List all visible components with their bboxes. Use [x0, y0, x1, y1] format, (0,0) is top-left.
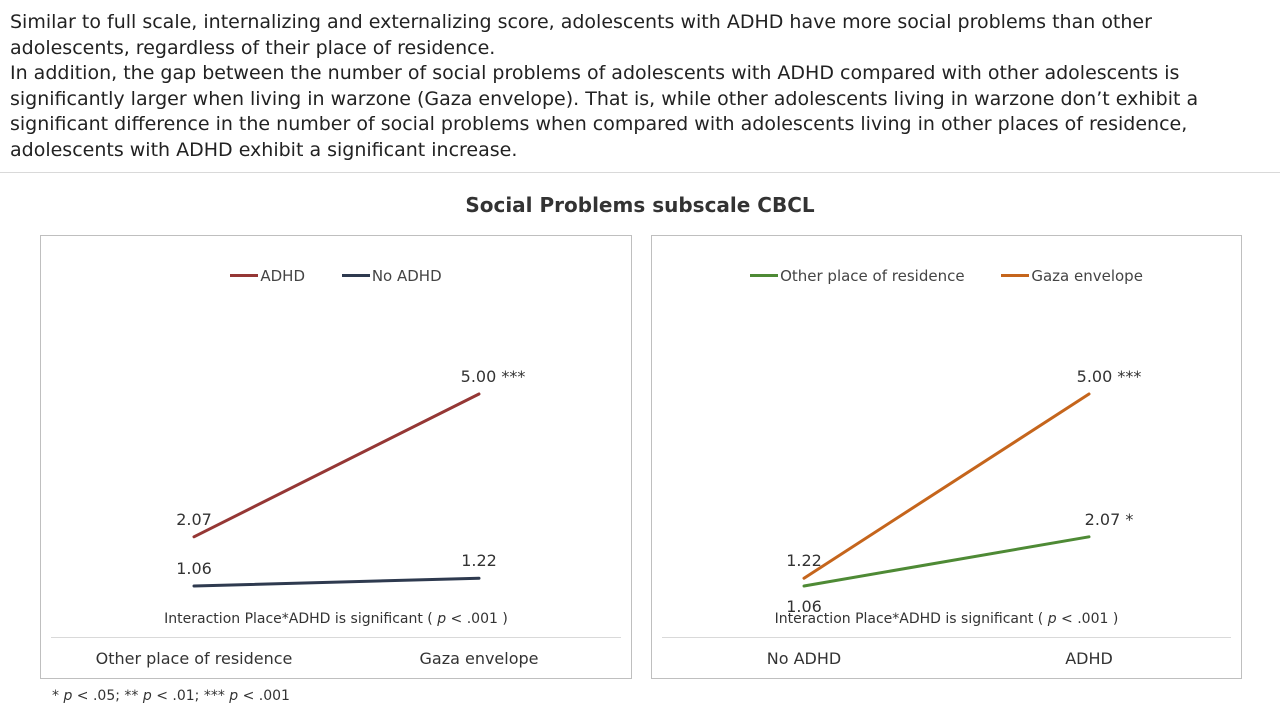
footnote-p2: p: [142, 688, 152, 704]
series-line-right-other-place-of-residence: [802, 535, 1091, 588]
legend-swatch-no-adhd: [341, 274, 370, 277]
chart-right-svg: 1.06 2.07 * 1.22 5.00 ***: [786, 367, 1142, 616]
legend-swatch-adhd: [230, 274, 259, 277]
interaction-note-right: Interaction Place*ADHD is significant ( …: [652, 611, 1241, 627]
series-line-left-adhd: [192, 392, 481, 539]
footnote-p1: p: [63, 688, 73, 704]
data-label-left-no-adhd-0: 1.06: [176, 559, 212, 578]
data-label-left-adhd-0: 2.07: [176, 510, 212, 529]
interaction-note-right-pre: Interaction Place*ADHD is significant (: [774, 611, 1048, 627]
footnote-s3: < .01; ***: [151, 688, 230, 704]
figure-title: Social Problems subscale CBCL: [465, 193, 815, 217]
interaction-note-right-p: p: [1047, 611, 1057, 627]
x-category-right-1: ADHD: [1065, 649, 1113, 668]
x-category-left-1: Gaza envelope: [419, 649, 539, 668]
data-label-right-other-place-of-residence-1: 2.07 *: [1085, 510, 1134, 529]
x-category-right-0: No ADHD: [766, 649, 842, 668]
data-label-right-other-place-of-residence-0: 1.06: [786, 597, 822, 616]
interaction-note-left-p: p: [437, 611, 447, 627]
legend-item-gaza: Gaza envelope: [1001, 267, 1143, 285]
legend-swatch-gaza: [1001, 274, 1030, 277]
significance-footnote: * p < .05; ** p < .01; *** p < .001: [52, 688, 290, 704]
interaction-note-left: Interaction Place*ADHD is significant ( …: [41, 611, 631, 627]
interaction-note-right-post: < .001 ): [1056, 611, 1119, 627]
legend-label-other-place: Other place of residence: [780, 266, 965, 285]
interaction-note-left-post: < .001 ): [446, 611, 508, 627]
legend-item-adhd: ADHD: [230, 267, 305, 285]
data-label-right-gaza-envelope-1: 5.00 ***: [1077, 367, 1142, 386]
intro-paragraph-2: In addition, the gap between the number …: [10, 62, 1199, 161]
series-line-left-no-adhd: [192, 576, 481, 588]
data-label-right-gaza-envelope-0: 1.22: [786, 551, 822, 570]
footnote-s1: *: [52, 688, 64, 704]
intro-text: Similar to full scale, internalizing and…: [10, 10, 1272, 163]
legend-item-other-place: Other place of residence: [750, 267, 965, 285]
legend-label-gaza: Gaza envelope: [1031, 266, 1143, 285]
chart-left-svg: 2.07 5.00 *** 1.06 1.22: [176, 367, 526, 588]
chart-panel-right: Other place of residence Gaza envelope 1…: [651, 235, 1242, 679]
x-axis-line-right: [662, 637, 1231, 638]
divider: [0, 172, 1280, 173]
x-category-left-0: Other place of residence: [95, 649, 293, 668]
legend-label-adhd: ADHD: [260, 266, 306, 285]
series-line-right-gaza-envelope: [802, 392, 1091, 580]
chart-panel-left: ADHD No ADHD 2.07 5.00 *** 1.06 1.22 Intera…: [40, 235, 632, 679]
x-axis-line-left: [51, 637, 621, 638]
footnote-p3: p: [229, 688, 239, 704]
legend-label-no-adhd: No ADHD: [371, 266, 442, 285]
legend-right: Other place of residence Gaza envelope: [652, 263, 1241, 285]
legend-left: ADHD No ADHD: [41, 263, 631, 285]
legend-item-no-adhd: No ADHD: [341, 266, 442, 285]
footnote-s2: < .05; **: [72, 688, 143, 704]
legend-swatch-other-place: [750, 274, 779, 277]
intro-paragraph-1: Similar to full scale, internalizing and…: [10, 11, 1152, 59]
interaction-note-left-pre: Interaction Place*ADHD is significant (: [164, 611, 438, 627]
data-label-left-no-adhd-1: 1.22: [461, 551, 497, 570]
footnote-s4: < .001: [238, 688, 290, 704]
data-label-left-adhd-1: 5.00 ***: [461, 367, 526, 386]
